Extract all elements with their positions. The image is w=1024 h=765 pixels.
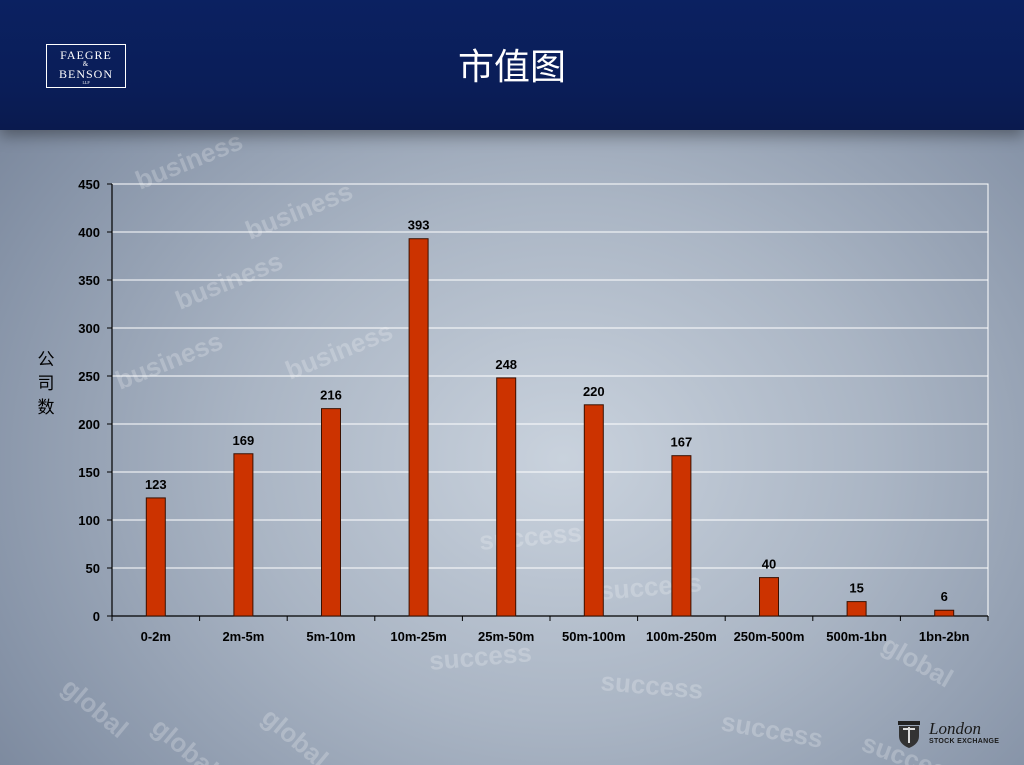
data-label: 6 bbox=[941, 589, 948, 604]
bar bbox=[671, 455, 692, 617]
y-axis-label-char: 数 bbox=[37, 398, 55, 417]
logo-line-2: BENSON bbox=[58, 67, 113, 81]
x-tick-label: 5m-10m bbox=[306, 629, 355, 644]
data-label: 248 bbox=[495, 357, 517, 372]
x-tick-label: 0-2m bbox=[141, 629, 171, 644]
data-label: 216 bbox=[320, 388, 342, 403]
bar bbox=[321, 408, 341, 617]
data-label: 393 bbox=[408, 218, 430, 233]
y-axis-label: 公 司 数 bbox=[36, 348, 56, 420]
header-bar: FAEGRE & BENSON LLP 市值图 bbox=[0, 0, 1024, 130]
x-tick-label: 500m-1bn bbox=[826, 629, 887, 644]
y-tick-label: 100 bbox=[78, 513, 100, 528]
logo-line-1: FAEGRE bbox=[60, 48, 112, 62]
bar bbox=[583, 404, 604, 617]
bar bbox=[846, 601, 867, 617]
logo-suffix: LLP bbox=[82, 80, 90, 85]
lse-crest-icon bbox=[898, 721, 920, 748]
y-axis-label-char: 公 bbox=[37, 350, 55, 369]
x-tick-label: 1bn-2bn bbox=[919, 629, 970, 644]
y-tick-label: 300 bbox=[78, 321, 100, 336]
bar bbox=[496, 377, 517, 617]
company-logo: FAEGRE & BENSON LLP bbox=[46, 44, 126, 88]
y-tick-label: 400 bbox=[78, 225, 100, 240]
x-tick-label: 50m-100m bbox=[562, 629, 626, 644]
y-tick-label: 250 bbox=[78, 369, 100, 384]
x-axis-ticks: 0-2m 2m-5m 5m-10m 10m-25m 25m-50m 50m-100m 100… bbox=[111, 616, 989, 644]
data-label: 123 bbox=[145, 477, 167, 492]
y-tick-label: 450 bbox=[78, 177, 100, 192]
data-label: 167 bbox=[671, 435, 693, 450]
bar bbox=[408, 238, 429, 617]
bar bbox=[145, 497, 166, 617]
data-label: 15 bbox=[849, 581, 863, 596]
y-tick-label: 200 bbox=[78, 417, 100, 432]
bar bbox=[759, 577, 779, 617]
bar bbox=[934, 609, 955, 617]
y-tick-label: 0 bbox=[93, 609, 100, 624]
x-tick-label: 100m-250m bbox=[646, 629, 717, 644]
y-axis-ticks: 0 50 100 150 200 250 300 350 400 450 bbox=[78, 177, 112, 624]
y-axis-label-char: 司 bbox=[37, 374, 55, 393]
data-label: 40 bbox=[762, 557, 776, 572]
chart-bars bbox=[145, 238, 955, 617]
x-tick-label: 2m-5m bbox=[222, 629, 264, 644]
x-tick-label: 250m-500m bbox=[734, 629, 805, 644]
x-tick-label: 25m-50m bbox=[478, 629, 534, 644]
y-tick-label: 50 bbox=[86, 561, 100, 576]
data-label: 169 bbox=[233, 433, 255, 448]
x-tick-label: 10m-25m bbox=[390, 629, 446, 644]
y-tick-label: 350 bbox=[78, 273, 100, 288]
lse-name: London bbox=[929, 719, 981, 738]
lse-subtitle: STOCK EXCHANGE bbox=[929, 738, 1000, 745]
y-tick-label: 150 bbox=[78, 465, 100, 480]
page-title: 市值图 bbox=[457, 47, 566, 88]
chart-data-labels: 123 169 216 393 248 220 167 40 15 6 bbox=[145, 218, 948, 605]
lse-logo: London STOCK EXCHANGE bbox=[893, 717, 1013, 751]
logo-ampersand: & bbox=[82, 60, 90, 68]
data-label: 220 bbox=[583, 384, 605, 399]
bar bbox=[233, 453, 254, 617]
